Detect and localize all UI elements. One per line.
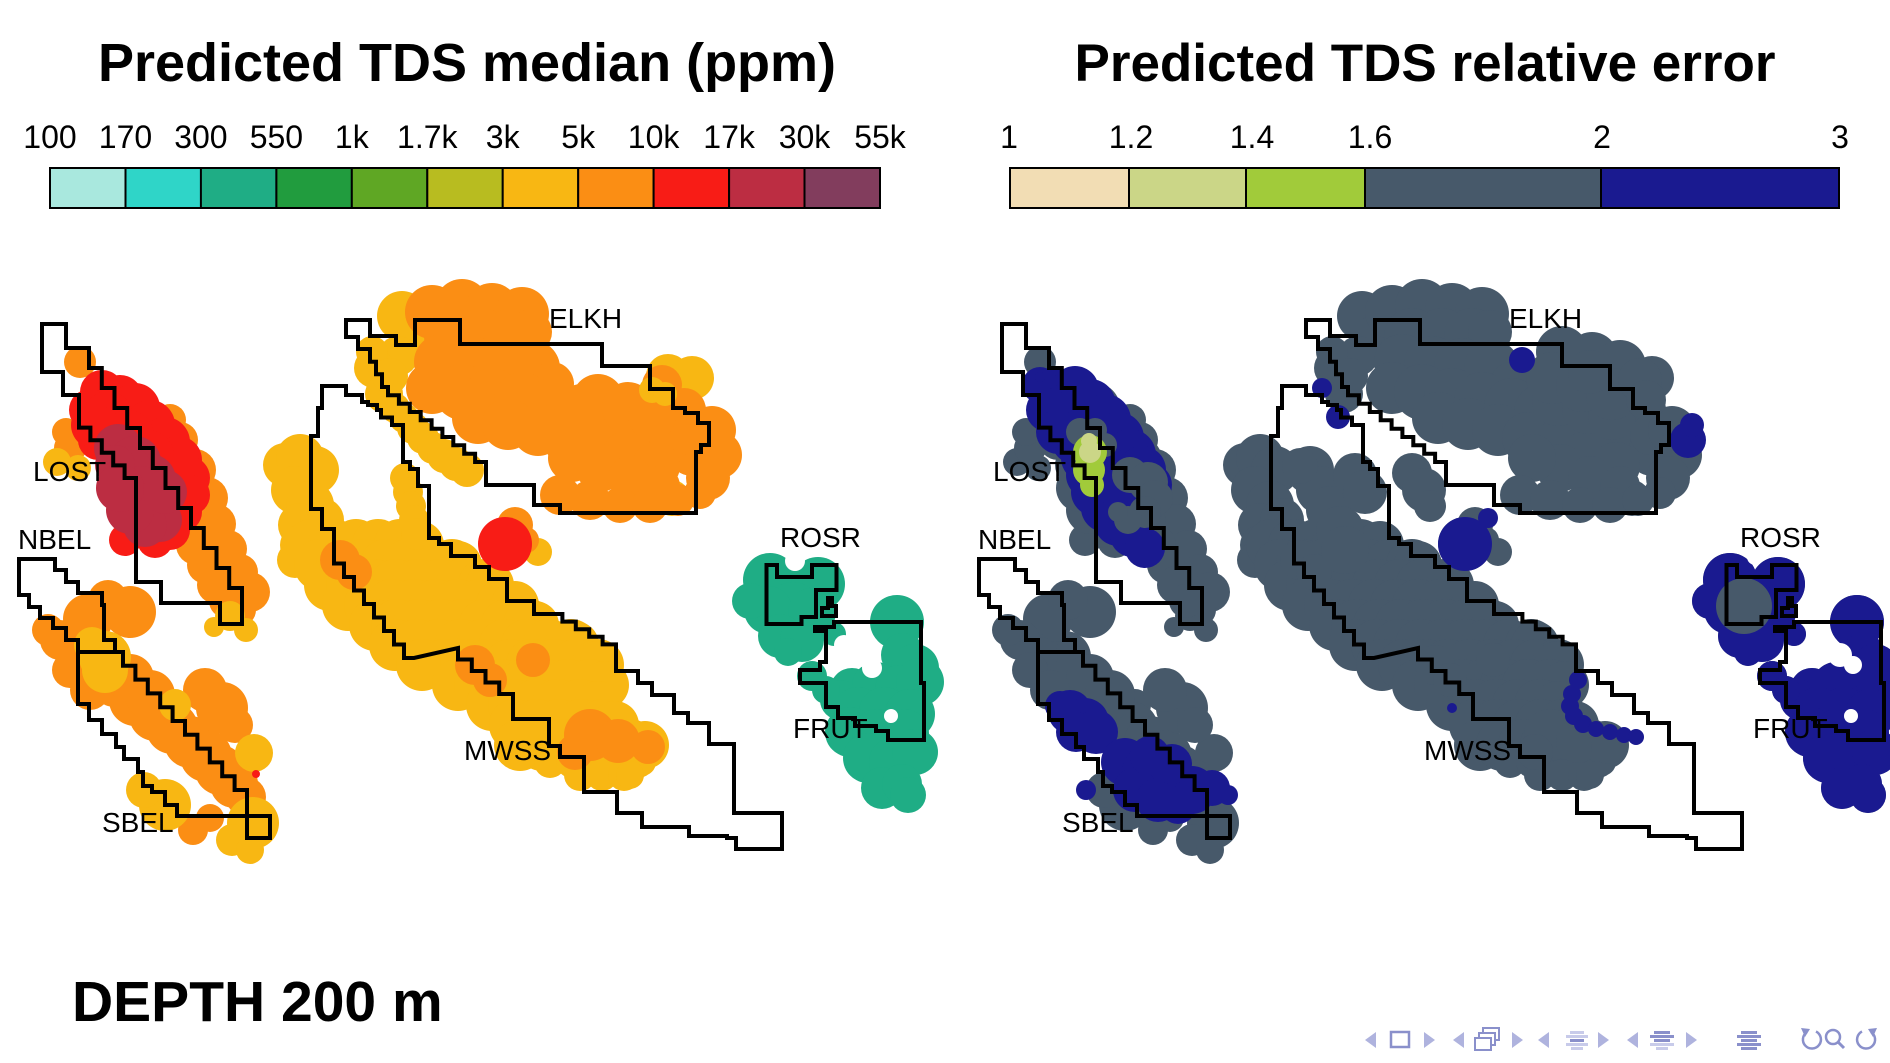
svg-text:2: 2 <box>1593 119 1611 155</box>
svg-text:LOST: LOST <box>33 456 106 487</box>
svg-text:DEPTH 200 m: DEPTH 200 m <box>72 970 443 1034</box>
svg-text:FRUT: FRUT <box>1753 713 1828 744</box>
svg-text:MWSS: MWSS <box>1424 735 1511 766</box>
svg-text:1.4: 1.4 <box>1230 119 1274 155</box>
svg-text:1.6: 1.6 <box>1348 119 1392 155</box>
svg-text:30k: 30k <box>779 119 832 155</box>
svg-text:ELKH: ELKH <box>549 303 622 334</box>
svg-text:LOST: LOST <box>993 456 1066 487</box>
svg-text:10k: 10k <box>628 119 681 155</box>
svg-text:17k: 17k <box>703 119 756 155</box>
svg-text:3k: 3k <box>486 119 521 155</box>
svg-text:Predicted TDS median (ppm): Predicted TDS median (ppm) <box>98 33 836 93</box>
svg-text:300: 300 <box>174 119 227 155</box>
svg-text:NBEL: NBEL <box>18 524 91 555</box>
svg-text:550: 550 <box>250 119 303 155</box>
svg-text:1.2: 1.2 <box>1109 119 1153 155</box>
svg-text:1k: 1k <box>335 119 370 155</box>
svg-text:5k: 5k <box>561 119 596 155</box>
svg-text:ROSR: ROSR <box>780 522 861 553</box>
svg-text:FRUT: FRUT <box>793 713 868 744</box>
svg-text:MWSS: MWSS <box>464 735 551 766</box>
svg-text:55k: 55k <box>854 119 907 155</box>
svg-text:NBEL: NBEL <box>978 524 1051 555</box>
svg-text:SBEL: SBEL <box>102 807 174 838</box>
svg-text:3: 3 <box>1831 119 1849 155</box>
svg-text:1.7k: 1.7k <box>397 119 458 155</box>
svg-text:Predicted TDS relative error: Predicted TDS relative error <box>1074 34 1775 93</box>
svg-text:ELKH: ELKH <box>1509 303 1582 334</box>
svg-text:170: 170 <box>99 119 152 155</box>
svg-text:100: 100 <box>23 119 76 155</box>
svg-text:1: 1 <box>1000 119 1018 155</box>
svg-text:SBEL: SBEL <box>1062 807 1134 838</box>
svg-text:ROSR: ROSR <box>1740 522 1821 553</box>
